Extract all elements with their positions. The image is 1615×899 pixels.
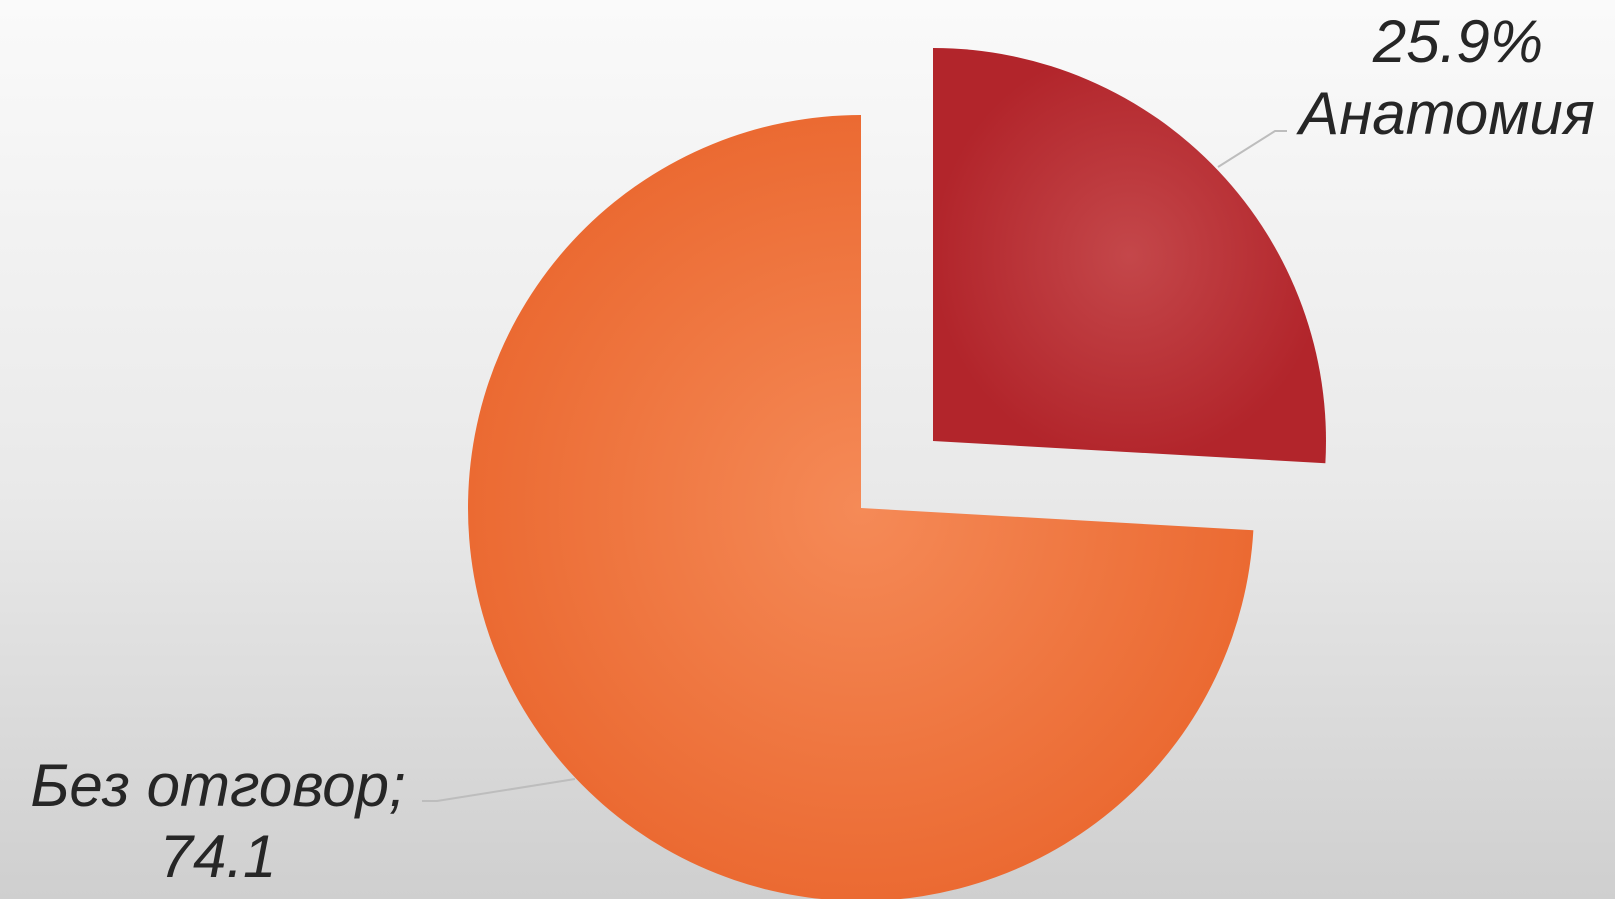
data-label-name-no-answer: Без отговор;	[30, 752, 405, 819]
leader-line-no-answer	[422, 778, 576, 802]
slices-layer	[468, 48, 1326, 899]
leader-line-anatomy	[1217, 130, 1287, 168]
pie-slice-0	[933, 48, 1326, 464]
data-label-value-no-answer: 74.1	[160, 823, 277, 890]
data-label-name-anatomy: Анатомия	[1296, 80, 1595, 147]
pie-slice-1	[468, 115, 1254, 899]
leaders-layer	[422, 130, 1287, 802]
labels-layer: 25.9%Анатомия Без отговор;74.1	[30, 8, 1595, 890]
data-label-value-anatomy: 25.9%	[1372, 8, 1543, 75]
